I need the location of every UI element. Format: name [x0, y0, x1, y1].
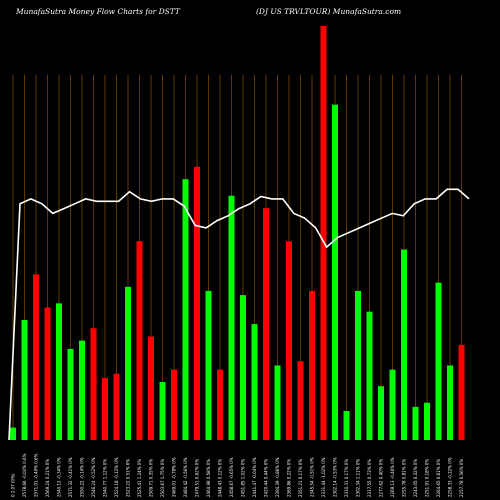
- x-tick-label: 2523.22 0.51% 0%: [126, 459, 131, 497]
- x-tick-label: 2479.51 0.62% 0%: [195, 459, 200, 497]
- bar-25: [286, 241, 292, 440]
- bar-32: [366, 311, 373, 440]
- bar-37: [424, 402, 430, 440]
- x-tick-label: 0 2.07 (0%): [11, 473, 16, 497]
- chart-title-right: (DJ US TRVLTOUR) MunafaSutra.com: [256, 7, 401, 16]
- bar-39: [447, 365, 453, 440]
- bar-5: [56, 303, 62, 440]
- x-tick-label: 2251.91 0.18% 0%: [425, 459, 430, 497]
- bar-1: [10, 427, 16, 440]
- bar-38: [435, 282, 442, 440]
- x-tick-label: 2317.55 0.73% 0%: [367, 459, 372, 497]
- bar-22: [251, 324, 258, 440]
- bar-7: [79, 340, 85, 440]
- bar-18: [205, 290, 212, 440]
- x-tick-label: 2302.14 -0.53% 0%: [333, 457, 338, 497]
- x-tick-label: 2509.71 0.35% 0%: [149, 459, 154, 497]
- x-tick-label: 2302.34 1.11% 0%: [356, 459, 361, 497]
- bar-10: [113, 373, 120, 440]
- x-tick-label: 2269.13 -0.46% 0%: [390, 457, 395, 497]
- bar-17: [194, 166, 200, 440]
- x-tick-label: 2331.44 -1.02% 0%: [321, 457, 326, 497]
- bar-36: [412, 406, 419, 440]
- bar-33: [378, 386, 384, 440]
- bar-29: [332, 104, 338, 440]
- chart-title-left: MunafaSutra Money Flow Charts for DSTT: [15, 7, 181, 16]
- bar-20: [228, 195, 235, 440]
- x-tick-label: 2420.44 0.44% 0%: [264, 459, 269, 497]
- bar-2: [21, 319, 28, 440]
- x-tick-label: 2369.86 0.22% 0%: [287, 459, 292, 497]
- x-tick-labels: 0 2.07 (0%) 2578.66 -0.02% 0.6% 2571.01 -0…: [11, 453, 465, 497]
- bar-27: [309, 290, 315, 440]
- x-tick-label: 2310.31 0.17% 0%: [344, 459, 349, 497]
- bar-31: [355, 290, 361, 440]
- x-tick-label: 2524.18 -0.12% 0%: [114, 457, 119, 497]
- bar-34: [389, 369, 396, 440]
- x-tick-label: 2277.62 0.40% 0%: [379, 459, 384, 497]
- bar-40: [458, 344, 465, 440]
- x-tick-label: 2469.01 -0.78% 0%: [172, 457, 177, 497]
- bar-4: [44, 307, 51, 440]
- bar-26: [297, 361, 304, 440]
- bar-11: [125, 286, 131, 440]
- x-tick-label: 2448.43 0.12% 0%: [218, 459, 223, 497]
- bar-6: [67, 348, 74, 440]
- bar-30: [343, 411, 350, 440]
- x-tick-label: 2345.54 -0.51% 0%: [310, 457, 315, 497]
- bar-16: [182, 179, 189, 440]
- bar-19: [217, 369, 223, 440]
- x-tick-label: 2550.22 -0.14% 0%: [80, 457, 85, 497]
- x-tick-label: 2458.67 -0.65% 0%: [229, 457, 234, 497]
- bar-12: [136, 241, 143, 440]
- bar-13: [148, 336, 154, 440]
- bar-series: [10, 26, 465, 440]
- x-tick-label: 2257.78 0.56% 0%: [459, 459, 464, 497]
- bar-8: [90, 328, 97, 440]
- x-tick-label: 2394.39 -0.86% 0%: [275, 457, 280, 497]
- x-tick-label: 2525.41 1.24% 0%: [137, 459, 142, 497]
- x-tick-label: 2540.77 1.12% 0%: [103, 459, 108, 497]
- x-tick-label: 2255.78 0.81% 0%: [402, 459, 407, 497]
- bar-21: [240, 295, 246, 440]
- x-tick-label: 2464.98 0.58% 0%: [206, 459, 211, 497]
- x-tick-label: 2571.01 -0.49% 0.6%: [34, 453, 39, 497]
- bar-35: [401, 249, 407, 440]
- x-tick-label: 2571.32 -0.41% 0%: [68, 457, 73, 497]
- x-tick-label: 2578.66 -0.02% 0.6%: [22, 453, 27, 497]
- bar-14: [159, 382, 166, 440]
- x-tick-label: 2243.05 0.32% 0%: [413, 459, 418, 497]
- bar-28: [320, 26, 327, 440]
- bar-24: [274, 365, 281, 440]
- x-tick-label: 2569.24 0.21% 0%: [45, 459, 50, 497]
- bar-15: [171, 369, 177, 440]
- x-tick-label: 2503.67 1.75% 0%: [160, 459, 165, 497]
- x-tick-label: 2484.42 -0.56% 0%: [183, 457, 188, 497]
- bar-9: [102, 377, 108, 440]
- x-tick-label: 2546.24 -0.52% 0%: [91, 457, 96, 497]
- x-tick-label: 2451.85 1.02% 0%: [241, 459, 246, 497]
- x-tick-label: 2351.21 0.17% 0%: [298, 459, 303, 497]
- money-flow-line: [8, 188, 470, 441]
- x-tick-label: 2264.65 0.61% 0%: [436, 459, 441, 497]
- x-tick-label: 2258.33 -0.22% 0%: [448, 457, 453, 497]
- x-tick-label: 2540.12 -0.34% 0%: [57, 457, 62, 497]
- bar-23: [263, 208, 269, 440]
- x-tick-label: 2441.47 -0.04% 0%: [252, 457, 257, 497]
- bar-3: [33, 274, 39, 440]
